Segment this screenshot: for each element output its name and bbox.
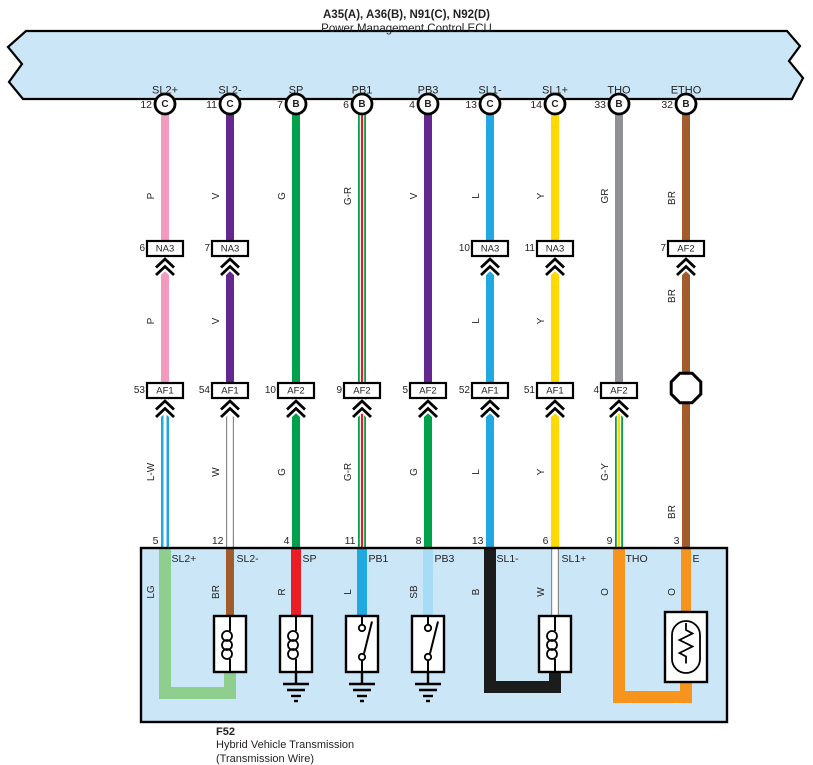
switch-contact-icon xyxy=(357,652,367,662)
inline-connector-chevron-icon xyxy=(480,264,500,277)
inline-connector-chevron-icon xyxy=(220,399,240,411)
solenoid-coil-icon xyxy=(546,648,558,660)
transmission-box-border xyxy=(139,546,729,724)
switch-contact-icon xyxy=(423,652,433,662)
inline-connector-chevron-icon xyxy=(286,406,306,419)
box-wire-THO-loop xyxy=(613,548,692,703)
junction-box-AF1 xyxy=(210,381,250,400)
inline-connector-chevron-icon xyxy=(609,399,629,411)
junction-box-AF1 xyxy=(145,381,185,400)
ecu-pin-connector-circle xyxy=(350,92,374,116)
junction-box-AF2 xyxy=(342,381,382,400)
switch-contact-icon xyxy=(357,623,367,633)
inline-connector-chevron-icon xyxy=(609,406,629,419)
ecu-pin-connector-circle xyxy=(218,92,242,116)
junction-box-NA3 xyxy=(145,239,185,258)
solenoid-coil-icon xyxy=(546,639,558,651)
box-wire-SL2+-loop xyxy=(159,548,236,699)
junction-box-AF2 xyxy=(666,239,706,258)
switch-contact-icon xyxy=(423,623,433,633)
ecu-pin-connector-circle xyxy=(607,92,631,116)
inline-connector-chevron-icon xyxy=(155,399,175,411)
transmission-name-line1: Hybrid Vehicle Transmission xyxy=(216,739,355,752)
inline-connector-chevron-icon xyxy=(220,257,240,269)
inline-connector-chevron-icon xyxy=(545,257,565,269)
inline-connector-chevron-icon xyxy=(545,399,565,411)
junction-box-AF1 xyxy=(535,381,575,400)
junction-box-AF2 xyxy=(276,381,316,400)
inline-connector-chevron-icon xyxy=(676,264,696,277)
ecu-pin-connector-circle xyxy=(674,92,698,116)
inline-connector-chevron-icon xyxy=(352,399,372,411)
solenoid-coil-icon xyxy=(287,630,299,642)
solenoid-coil-icon xyxy=(221,648,233,660)
junction-box-NA3 xyxy=(210,239,250,258)
junction-box-NA3 xyxy=(470,239,510,258)
solenoid-coil-icon xyxy=(221,630,233,642)
transmission-label-block: F52 Hybrid Vehicle Transmission (Transmi… xyxy=(216,726,354,765)
junction-box-AF2 xyxy=(408,381,448,400)
inline-connector-chevron-icon xyxy=(418,406,438,419)
ecu-pin-connector-circle xyxy=(153,92,177,116)
inline-connector-chevron-icon xyxy=(480,399,500,411)
ecu-name: Power Management Control ECU xyxy=(321,22,492,35)
ecu-pin-connector-circle xyxy=(543,92,567,116)
inline-connector-chevron-icon xyxy=(676,257,696,269)
shielded-splice-octagon-icon xyxy=(669,371,703,405)
solenoid-coil-icon xyxy=(287,639,299,651)
inline-connector-chevron-icon xyxy=(155,264,175,277)
inline-connector-chevron-icon xyxy=(545,406,565,419)
inline-connector-chevron-icon xyxy=(155,406,175,419)
thermistor-resistor-zigzag-icon xyxy=(677,623,695,664)
inline-connector-chevron-icon xyxy=(352,406,372,419)
ecu-band xyxy=(6,29,805,101)
inline-connector-chevron-icon xyxy=(286,399,306,411)
junction-box-NA3 xyxy=(535,239,575,258)
switch-blade-icon xyxy=(363,621,373,654)
junction-box-AF2 xyxy=(599,381,639,400)
transmission-name-line2: (Transmission Wire) xyxy=(216,752,314,765)
inline-connector-chevron-icon xyxy=(480,406,500,419)
switch-blade-icon xyxy=(429,621,439,654)
ecu-pin-connector-circle xyxy=(416,92,440,116)
ecu-pin-connector-circle xyxy=(478,92,502,116)
solenoid-coil-icon xyxy=(221,639,233,651)
junction-box-AF1 xyxy=(470,381,510,400)
ecu-title-block: A35(A), A36(B), N91(C), N92(D) Power Man… xyxy=(0,9,813,37)
inline-connector-chevron-icon xyxy=(480,257,500,269)
inline-connector-chevron-icon xyxy=(545,264,565,277)
ecu-connector-codes: A35(A), A36(B), N91(C), N92(D) xyxy=(323,9,490,21)
transmission-code: F52 xyxy=(216,726,235,738)
box-wire-SL1--loop xyxy=(484,548,561,693)
inline-connector-chevron-icon xyxy=(418,399,438,411)
solenoid-coil-icon xyxy=(287,648,299,660)
inline-connector-chevron-icon xyxy=(155,257,175,269)
inline-connector-chevron-icon xyxy=(220,406,240,419)
ecu-pin-connector-circle xyxy=(284,92,308,116)
solenoid-coil-icon xyxy=(546,630,558,642)
inline-connector-chevron-icon xyxy=(220,264,240,277)
